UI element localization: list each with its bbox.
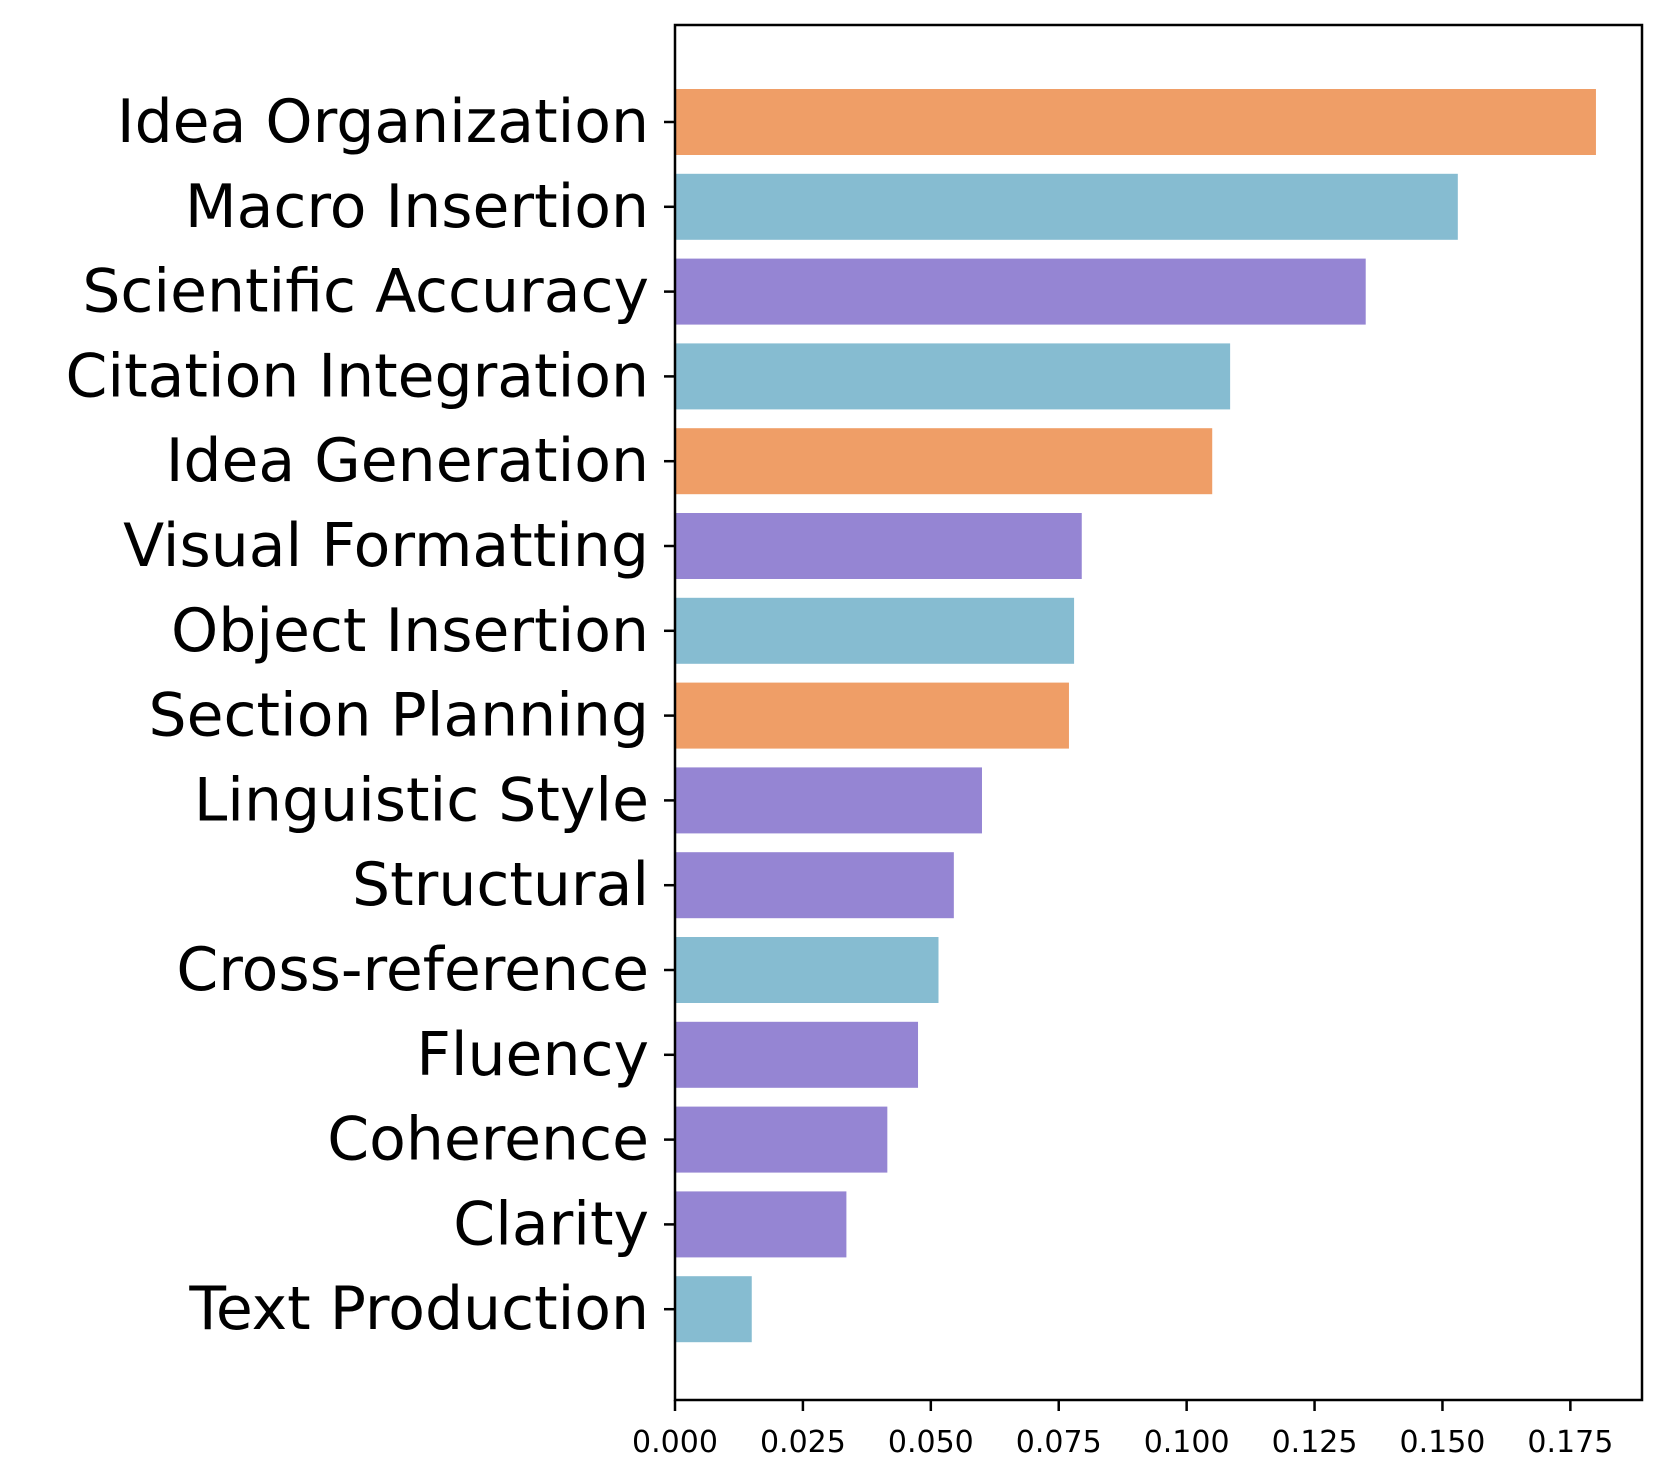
plot-area-frame — [673, 23, 1644, 1402]
bar-coherence — [675, 1106, 888, 1173]
x-tick-label: 0.075 — [1016, 1425, 1102, 1460]
x-tick-label: 0.000 — [632, 1425, 718, 1460]
bars-layer — [675, 89, 1596, 1343]
y-tick-label: Text Production — [188, 1274, 649, 1344]
y-tick-label: Visual Formatting — [123, 511, 649, 581]
y-tick-label: Section Planning — [149, 681, 649, 751]
x-axis: 0.000 0.025 0.050 0.075 0.100 0.125 0.150 0.175 — [632, 1400, 1613, 1460]
bar-text-production — [675, 1276, 752, 1343]
y-tick-label: Clarity — [453, 1189, 649, 1259]
x-tick-label: 0.150 — [1400, 1425, 1486, 1460]
bar-object-insertion — [675, 597, 1075, 664]
y-tick-label: Coherence — [327, 1105, 649, 1175]
x-tick-label: 0.125 — [1272, 1425, 1358, 1460]
bar-idea-organization — [675, 89, 1596, 155]
y-tick-label: Scientific Accuracy — [82, 257, 649, 327]
y-tick-label: Linguistic Style — [194, 765, 649, 835]
x-tick-label: 0.100 — [1144, 1425, 1230, 1460]
y-tick-label: Idea Generation — [166, 426, 649, 496]
bar-citation-integration — [675, 343, 1231, 410]
bar-linguistic-style — [675, 767, 982, 834]
bar-macro-insertion — [675, 173, 1458, 240]
bar-structural — [675, 852, 954, 919]
bar-clarity — [675, 1191, 847, 1258]
x-tick-label: 0.025 — [760, 1425, 846, 1460]
bar-section-planning — [675, 682, 1069, 749]
y-tick-label: Structural — [352, 850, 649, 920]
bar-visual-formatting — [675, 513, 1082, 579]
y-tick-label: Idea Organization — [117, 87, 649, 157]
bar-idea-generation — [675, 428, 1213, 495]
x-tick-label: 0.050 — [888, 1425, 974, 1460]
x-tick-label: 0.175 — [1527, 1425, 1613, 1460]
y-tick-label: Macro Insertion — [185, 172, 649, 242]
y-tick-label: Citation Integration — [66, 341, 649, 411]
y-axis: Idea Organization Macro Insertion Scientif… — [66, 87, 675, 1344]
y-tick-label: Object Insertion — [171, 596, 649, 666]
bar-cross-reference — [675, 937, 939, 1003]
y-tick-label: Cross-reference — [176, 935, 649, 1005]
y-tick-label: Fluency — [416, 1020, 649, 1090]
bar-fluency — [675, 1021, 919, 1088]
bar-scientific-accuracy — [675, 258, 1366, 325]
